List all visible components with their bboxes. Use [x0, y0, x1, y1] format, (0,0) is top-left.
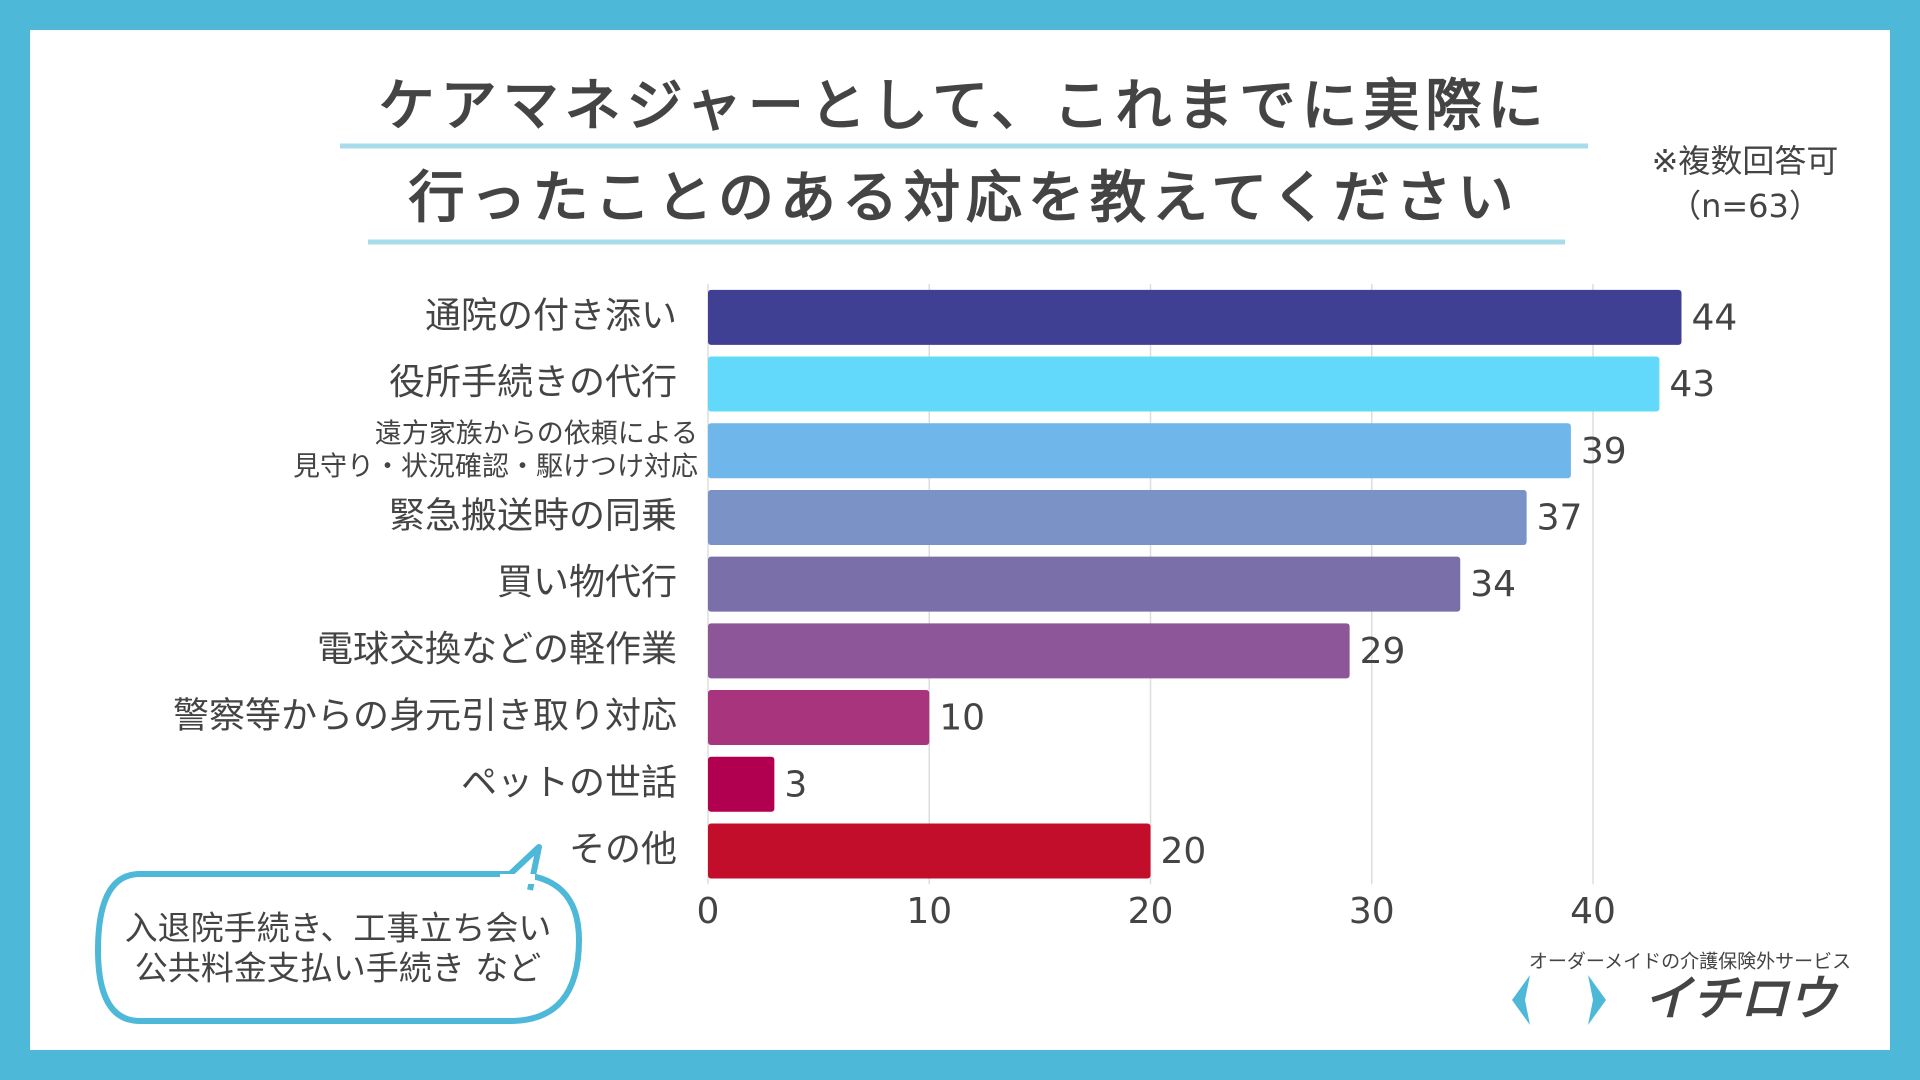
value-label: 29 — [1360, 631, 1406, 672]
category-label: 遠方家族からの依頼による見守り・状況確認・駆けつけ対応 — [293, 418, 698, 482]
category-label: 緊急搬送時の同乗 — [389, 495, 677, 536]
x-tick-label: 20 — [1128, 891, 1174, 932]
note: （n=63） — [1669, 187, 1821, 225]
value-label: 43 — [1669, 364, 1715, 405]
bar — [708, 423, 1571, 479]
category-label: ペットの世話 — [461, 762, 677, 803]
value-label: 37 — [1537, 497, 1583, 538]
x-tick-label: 30 — [1349, 891, 1395, 932]
logo-mark — [1512, 975, 1530, 1025]
annotation: 公共料金支払い手続き など — [135, 949, 542, 988]
bar — [708, 289, 1682, 345]
category-label: 電球交換などの軽作業 — [317, 629, 677, 670]
bar — [708, 756, 775, 812]
bar — [708, 623, 1350, 679]
callout-gap — [500, 874, 535, 884]
bar — [708, 823, 1151, 879]
bar — [708, 489, 1527, 545]
category-label: 通院の付き添い — [425, 295, 677, 336]
x-tick-label: 40 — [1570, 891, 1616, 932]
value-label: 44 — [1692, 297, 1738, 338]
chart-title: ケアマネジャーとして、これまでに実際に — [379, 74, 1550, 139]
value-label: 3 — [784, 764, 807, 805]
category-label: 役所手続きの代行 — [389, 362, 677, 403]
category-label: 警察等からの身元引き取り対応 — [173, 696, 677, 737]
brand-name: イチロウ — [1644, 971, 1839, 1027]
x-tick-label: 10 — [906, 891, 952, 932]
bar — [708, 556, 1461, 612]
category-label: その他 — [569, 829, 677, 870]
chart-title: 行ったことのある対応を教えてください — [409, 166, 1520, 231]
value-label: 39 — [1581, 431, 1627, 472]
note: ※複数回答可 — [1652, 142, 1839, 180]
value-label: 34 — [1470, 564, 1516, 605]
bar — [708, 356, 1660, 412]
category-label: 買い物代行 — [497, 562, 677, 603]
logo-mark — [1588, 975, 1606, 1025]
category-label-line: 遠方家族からの依頼による — [375, 418, 698, 449]
annotation: 入退院手続き、工事立ち会い — [125, 909, 552, 948]
value-label: 20 — [1161, 831, 1207, 872]
value-label: 10 — [939, 698, 985, 739]
callout — [94, 871, 583, 1024]
brand-tagline: オーダーメイドの介護保険外サービス — [1529, 951, 1851, 973]
x-tick-label: 0 — [697, 891, 720, 932]
bar — [708, 690, 930, 746]
category-label-line: 見守り・状況確認・駆けつけ対応 — [293, 451, 698, 482]
